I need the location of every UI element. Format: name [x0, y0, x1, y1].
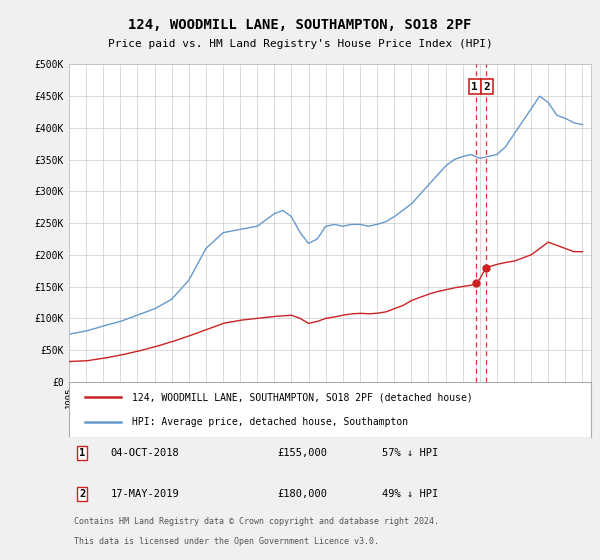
- Text: 57% ↓ HPI: 57% ↓ HPI: [382, 449, 439, 459]
- Text: Contains HM Land Registry data © Crown copyright and database right 2024.: Contains HM Land Registry data © Crown c…: [74, 517, 439, 526]
- Text: 1: 1: [472, 82, 478, 92]
- Text: 2: 2: [79, 489, 85, 499]
- Text: 124, WOODMILL LANE, SOUTHAMPTON, SO18 2PF: 124, WOODMILL LANE, SOUTHAMPTON, SO18 2P…: [128, 18, 472, 32]
- Text: HPI: Average price, detached house, Southampton: HPI: Average price, detached house, Sout…: [131, 417, 408, 427]
- Text: £180,000: £180,000: [278, 489, 328, 499]
- Text: 2: 2: [484, 82, 490, 92]
- Text: 17-MAY-2019: 17-MAY-2019: [111, 489, 179, 499]
- Text: 49% ↓ HPI: 49% ↓ HPI: [382, 489, 439, 499]
- Text: Price paid vs. HM Land Registry's House Price Index (HPI): Price paid vs. HM Land Registry's House …: [107, 39, 493, 49]
- Text: 1: 1: [79, 449, 85, 459]
- Text: This data is licensed under the Open Government Licence v3.0.: This data is licensed under the Open Gov…: [74, 536, 379, 545]
- Text: 124, WOODMILL LANE, SOUTHAMPTON, SO18 2PF (detached house): 124, WOODMILL LANE, SOUTHAMPTON, SO18 2P…: [131, 392, 472, 402]
- Text: 04-OCT-2018: 04-OCT-2018: [111, 449, 179, 459]
- Text: £155,000: £155,000: [278, 449, 328, 459]
